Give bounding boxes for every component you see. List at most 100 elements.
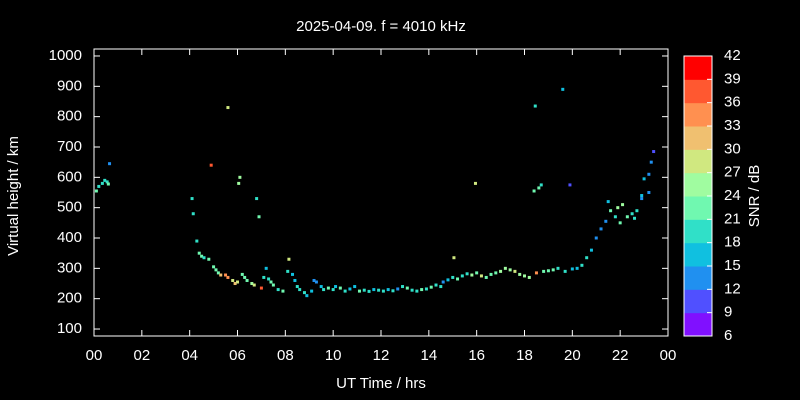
data-point	[652, 150, 656, 154]
data-point	[633, 216, 637, 220]
colorbar-tick-label: 39	[724, 70, 741, 87]
data-point	[287, 257, 291, 261]
data-point	[195, 239, 199, 243]
data-point	[100, 181, 104, 185]
data-point	[276, 288, 280, 292]
x-tick-label: 12	[373, 347, 390, 364]
data-point	[353, 285, 357, 289]
data-point	[108, 162, 112, 166]
data-point	[556, 266, 560, 270]
data-point	[649, 160, 653, 164]
data-point	[434, 283, 438, 287]
data-point	[237, 181, 241, 185]
data-point	[630, 212, 634, 216]
data-point	[532, 189, 536, 193]
data-point	[243, 275, 247, 279]
data-point	[489, 272, 493, 276]
data-point	[563, 269, 567, 273]
data-point	[640, 197, 644, 201]
data-point	[286, 269, 290, 273]
data-point	[216, 271, 220, 275]
data-point	[262, 275, 266, 279]
data-point	[475, 271, 479, 275]
data-point	[386, 288, 390, 292]
data-point	[381, 289, 385, 293]
data-point	[604, 219, 608, 223]
data-point	[326, 286, 330, 290]
data-point	[236, 280, 239, 284]
colorbar-tick-label: 12	[724, 280, 741, 297]
data-point	[539, 183, 543, 187]
data-point	[585, 256, 589, 260]
data-point	[647, 172, 651, 176]
data-point	[456, 277, 460, 281]
data-point	[405, 286, 409, 290]
colorbar-band	[684, 56, 712, 80]
data-point	[219, 273, 223, 277]
data-point	[551, 268, 555, 272]
data-point	[415, 289, 419, 293]
x-tick-label: 16	[468, 347, 485, 364]
data-point	[106, 182, 110, 186]
data-point	[322, 288, 326, 292]
data-point	[257, 215, 261, 219]
colorbar-tick-label: 6	[724, 327, 732, 344]
data-point	[640, 194, 644, 198]
data-point	[224, 273, 228, 277]
data-point	[523, 274, 526, 278]
data-point	[465, 272, 469, 276]
data-point	[377, 288, 381, 292]
data-point	[209, 163, 213, 167]
y-tick-label: 800	[57, 108, 82, 125]
data-point	[291, 272, 295, 276]
colorbar-band	[684, 312, 712, 337]
colorbar-tick-label: 36	[724, 94, 741, 111]
data-point	[310, 289, 314, 293]
data-point	[240, 272, 244, 276]
data-point	[537, 186, 541, 190]
data-point	[446, 278, 450, 282]
x-tick-label: 00	[660, 347, 677, 364]
data-point	[214, 268, 218, 272]
data-point	[561, 87, 565, 91]
chart-title: 2025-04-09. f = 4010 kHz	[296, 18, 466, 35]
data-point	[606, 200, 610, 204]
data-point	[589, 248, 593, 252]
y-tick-label: 700	[57, 138, 82, 155]
data-point	[233, 282, 237, 286]
data-point	[599, 227, 603, 231]
data-point	[190, 197, 194, 201]
colorbar-band	[684, 289, 712, 314]
data-point	[508, 268, 512, 272]
data-point	[568, 183, 572, 187]
data-point	[312, 278, 316, 282]
data-point	[391, 289, 395, 293]
colorbar-tick-label: 9	[724, 304, 732, 321]
colorbar-tick-label: 24	[724, 187, 741, 204]
data-point	[439, 285, 443, 289]
data-point	[255, 197, 259, 201]
data-point	[207, 257, 211, 261]
data-point	[513, 269, 517, 273]
data-point	[357, 289, 361, 293]
data-point	[319, 285, 323, 289]
x-tick-label: 18	[516, 347, 533, 364]
data-point	[362, 288, 366, 292]
data-point	[293, 278, 297, 282]
data-point	[250, 282, 254, 286]
data-point	[580, 263, 584, 267]
x-tick-label: 08	[277, 347, 294, 364]
colorbar-label: SNR / dB	[746, 165, 763, 228]
data-point	[302, 291, 306, 295]
data-point	[200, 254, 204, 258]
data-point	[499, 269, 503, 273]
data-point	[613, 215, 617, 219]
data-point	[298, 288, 302, 292]
data-point	[460, 274, 464, 278]
data-point	[503, 266, 507, 270]
colorbar-band	[684, 79, 712, 104]
x-tick-label: 14	[420, 347, 437, 364]
colorbar-band	[684, 266, 712, 290]
data-point	[451, 275, 455, 279]
